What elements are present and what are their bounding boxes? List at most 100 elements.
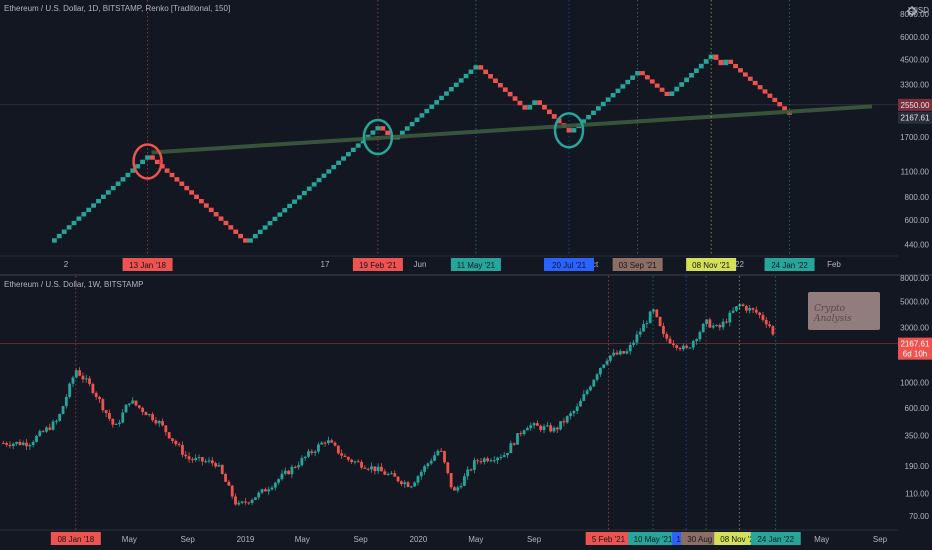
candle-body <box>18 441 22 445</box>
candle-body <box>373 466 377 472</box>
candle-body <box>8 444 12 447</box>
settings-icon-tooth <box>908 12 911 15</box>
price-tick-label: 4500.00 <box>900 56 929 65</box>
renko-chart-title: Ethereum / U.S. Dollar, 1D, BITSTAMP, Re… <box>4 4 231 13</box>
candle-body <box>542 426 546 431</box>
candle-body <box>35 435 38 442</box>
renko-brick <box>448 87 454 92</box>
candle-body <box>217 464 221 467</box>
renko-brick <box>767 93 773 98</box>
renko-brick <box>625 79 631 85</box>
candle-body <box>685 345 689 348</box>
candle-body <box>449 473 453 488</box>
candle-body <box>738 304 742 307</box>
renko-brick <box>194 194 199 199</box>
candle-body <box>360 461 363 468</box>
candle-body <box>257 492 261 498</box>
candle-body <box>11 443 15 447</box>
renko-brick <box>355 143 361 148</box>
candle-body <box>88 378 91 384</box>
candle-body <box>476 460 480 462</box>
candle-body <box>224 473 227 482</box>
renko-brick <box>537 100 542 105</box>
renko-brick <box>556 118 562 124</box>
renko-brick <box>497 82 503 88</box>
pane-divider[interactable] <box>0 274 932 276</box>
renko-brick <box>135 164 141 169</box>
price-tick-label: 8000.00 <box>900 274 929 283</box>
renko-brick <box>203 203 209 208</box>
candle-body <box>715 325 718 327</box>
price-tick-label: 440.00 <box>905 240 930 249</box>
candle-body <box>336 445 340 454</box>
renko-brick <box>130 168 136 173</box>
candle-body <box>592 379 596 387</box>
event-date-tag-label: 03 Sep '21 <box>619 261 658 270</box>
candle-body <box>761 314 765 320</box>
event-date-tag-label: 5 Feb '21 <box>592 535 626 544</box>
candle-body <box>559 421 563 430</box>
candle-body <box>638 331 642 335</box>
candle-body <box>21 442 25 445</box>
price-tick-label: 1700.00 <box>900 133 929 142</box>
renko-brick <box>600 101 606 107</box>
current-price-tag <box>898 111 932 124</box>
renko-brick <box>262 225 268 230</box>
candle-body <box>622 351 626 354</box>
renko-brick <box>233 229 239 234</box>
candle-body <box>446 462 450 474</box>
renko-brick <box>223 220 229 226</box>
candle-body <box>506 452 509 456</box>
renko-brick <box>306 186 312 191</box>
renko-brick <box>189 190 195 195</box>
candle-body <box>61 406 65 415</box>
candle-body <box>758 312 762 315</box>
renko-brick <box>81 212 87 217</box>
candle-body <box>151 414 154 421</box>
candle-body <box>764 319 768 325</box>
candle-body <box>721 321 725 328</box>
renko-brick <box>96 199 101 204</box>
renko-brick <box>169 172 175 178</box>
renko-brick <box>644 75 650 80</box>
candle-body <box>512 443 516 445</box>
renko-brick <box>125 172 131 178</box>
candle-body <box>526 428 529 431</box>
weekly-chart-pane[interactable]: 8000.00 5000.00 3000.00 1000.00 600.00 350.00… <box>0 274 932 550</box>
candle-body <box>181 445 184 455</box>
candle-body <box>549 425 553 432</box>
candle-body <box>350 459 354 463</box>
candle-body <box>190 459 194 461</box>
candle-body <box>376 466 380 472</box>
candle-body <box>433 455 436 461</box>
candle-body <box>741 304 745 307</box>
renko-brick <box>429 104 435 109</box>
renko-chart-svg[interactable]: 8000.006000.004500.003300.002550.001700.… <box>0 0 932 274</box>
time-tick-label: May <box>295 535 310 544</box>
candle-body <box>297 465 300 468</box>
candle-body <box>569 413 572 417</box>
renko-brick <box>311 182 317 187</box>
weekly-chart-svg[interactable]: 8000.00 5000.00 3000.00 1000.00 600.00 350.00… <box>0 274 932 550</box>
candle-body <box>147 414 151 416</box>
renko-brick <box>252 234 258 239</box>
candle-body <box>333 442 337 446</box>
candle-body <box>399 481 403 485</box>
renko-brick <box>110 185 116 191</box>
candle-body <box>705 319 708 324</box>
candle-body <box>187 456 191 460</box>
candle-body <box>111 418 115 425</box>
renko-chart-pane[interactable]: 8000.006000.004500.003300.002550.001700.… <box>0 0 932 274</box>
candle-body <box>595 374 599 380</box>
event-date-tag-label: 24 Jan '22 <box>757 535 794 544</box>
candle-body <box>655 309 659 317</box>
candle-body <box>68 383 72 397</box>
renko-brick <box>336 160 342 165</box>
candle-body <box>652 309 655 312</box>
candle-body <box>658 316 662 327</box>
event-date-tag <box>544 258 595 271</box>
candle-body <box>589 386 592 391</box>
candle-body <box>681 345 685 350</box>
candle-body <box>273 482 277 488</box>
renko-brick <box>179 181 185 186</box>
